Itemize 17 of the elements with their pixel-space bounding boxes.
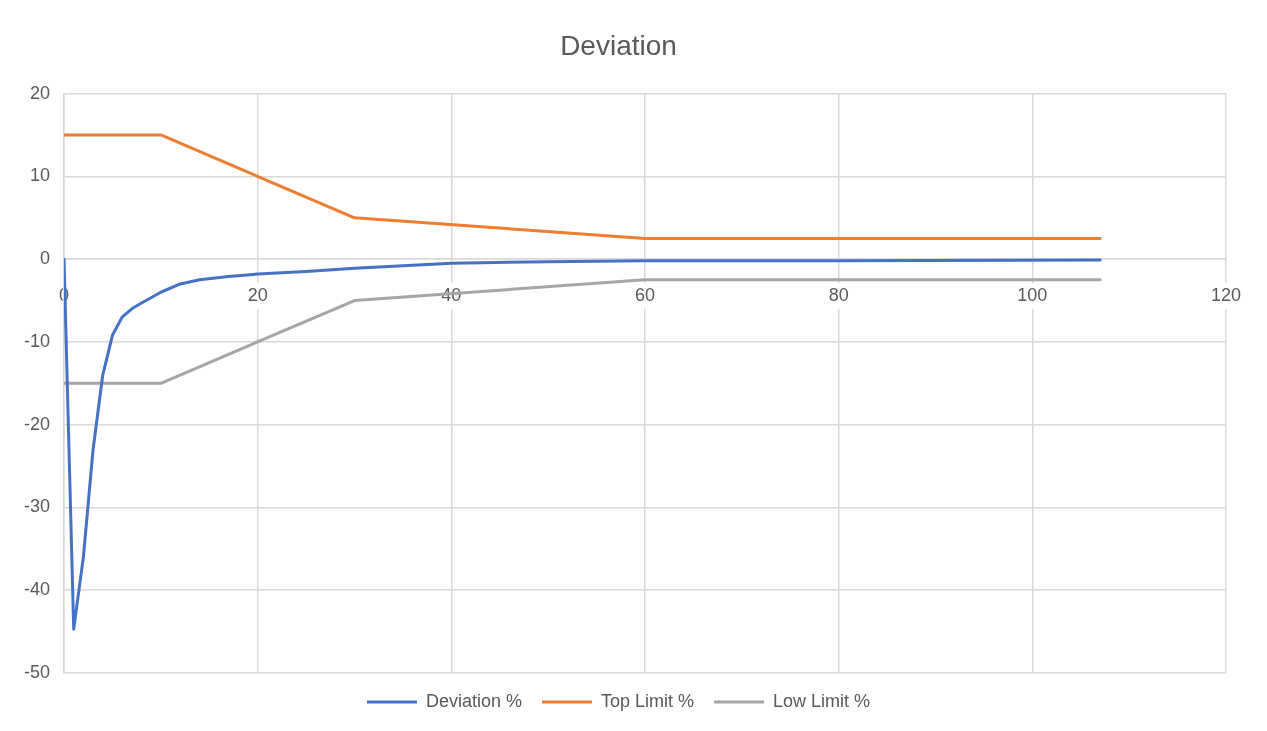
y-tick-label: 0 [40, 248, 51, 269]
legend-label: Deviation % [425, 690, 522, 711]
legend-label: Low Limit % [773, 690, 871, 711]
x-tick-label: 80 [828, 284, 849, 305]
y-tick-label: -10 [24, 330, 51, 351]
x-tick-label: 120 [1210, 284, 1242, 305]
y-tick-label: -30 [24, 496, 51, 517]
y-tick-label: -50 [24, 661, 51, 682]
x-tick-label: 60 [634, 284, 656, 305]
chart-title: Deviation [560, 29, 677, 61]
legend-label: Top Limit % [600, 690, 695, 711]
x-tick-label: 100 [1017, 284, 1048, 305]
y-tick-label: -20 [24, 413, 51, 434]
y-tick-label: -40 [24, 579, 51, 600]
x-tick-label: 20 [247, 284, 268, 305]
y-tick-label: 20 [29, 82, 51, 103]
y-tick-label: 10 [29, 165, 51, 186]
